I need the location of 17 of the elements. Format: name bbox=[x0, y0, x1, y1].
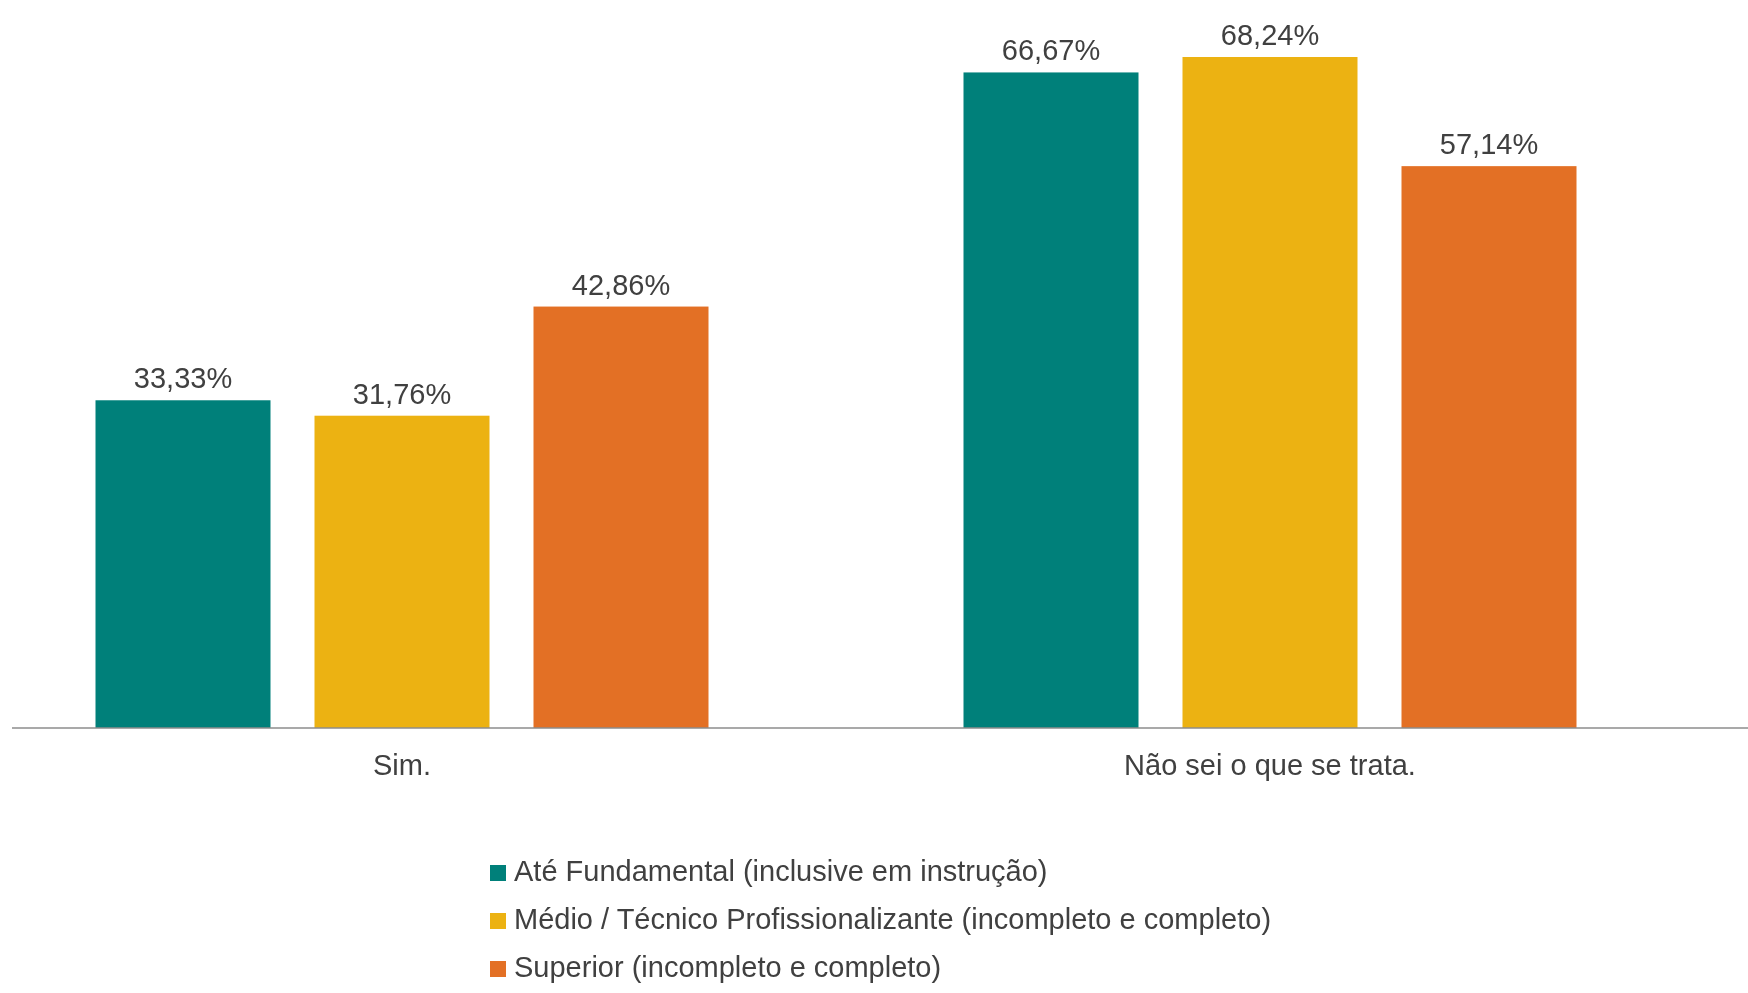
data-label: 68,24% bbox=[1220, 19, 1320, 51]
bar bbox=[1401, 166, 1577, 728]
data-label: 31,76% bbox=[352, 377, 452, 410]
data-label: 57,14% bbox=[1439, 128, 1539, 161]
legend-label: Médio / Técnico Profissionalizante (incompleto e completo) bbox=[514, 903, 1272, 935]
bar bbox=[1182, 57, 1358, 728]
bar bbox=[963, 72, 1139, 728]
legend-label: Até Fundamental (inclusive em instrução) bbox=[514, 855, 1048, 887]
bar bbox=[314, 415, 490, 728]
data-label: 42,86% bbox=[571, 268, 671, 301]
legend-label: Superior (incompleto e completo) bbox=[514, 951, 942, 983]
x-tick-label: Sim. bbox=[373, 749, 431, 781]
x-tick-label: Não sei o que se trata. bbox=[1124, 749, 1416, 781]
data-label: 33,33% bbox=[133, 362, 233, 395]
bar bbox=[533, 306, 709, 728]
data-label: 66,67% bbox=[1001, 34, 1101, 67]
bar bbox=[95, 400, 271, 728]
